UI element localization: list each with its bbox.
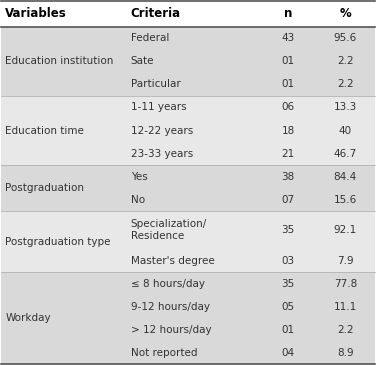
Text: Education time: Education time <box>5 126 84 135</box>
Text: 84.4: 84.4 <box>334 172 357 182</box>
Bar <box>1 272 375 364</box>
Text: 1-11 years: 1-11 years <box>131 103 186 112</box>
Text: 35: 35 <box>282 279 295 289</box>
Text: Criteria: Criteria <box>131 7 181 20</box>
Text: Particular: Particular <box>131 80 180 89</box>
Text: 05: 05 <box>282 302 295 312</box>
Text: 9-12 hours/day: 9-12 hours/day <box>131 302 210 312</box>
Text: 11.1: 11.1 <box>334 302 357 312</box>
Text: 07: 07 <box>282 195 295 205</box>
Text: 92.1: 92.1 <box>334 225 357 235</box>
Text: 12-22 years: 12-22 years <box>131 126 193 135</box>
Text: 43: 43 <box>282 33 295 43</box>
Text: Education institution: Education institution <box>5 57 114 66</box>
Text: 8.9: 8.9 <box>337 348 354 358</box>
Text: Specialization/
Residence: Specialization/ Residence <box>131 219 207 241</box>
Text: 35: 35 <box>282 225 295 235</box>
Text: 21: 21 <box>282 149 295 158</box>
Text: No: No <box>131 195 145 205</box>
Text: 23-33 years: 23-33 years <box>131 149 193 158</box>
Text: %: % <box>340 7 351 20</box>
Text: 40: 40 <box>339 126 352 135</box>
Text: Postgraduation type: Postgraduation type <box>5 237 111 247</box>
Text: 01: 01 <box>282 57 295 66</box>
Text: > 12 hours/day: > 12 hours/day <box>131 325 211 335</box>
Text: 46.7: 46.7 <box>334 149 357 158</box>
Bar <box>1 1 375 27</box>
Text: Workday: Workday <box>5 313 51 323</box>
Text: 06: 06 <box>282 103 295 112</box>
Text: 38: 38 <box>282 172 295 182</box>
Text: 2.2: 2.2 <box>337 80 354 89</box>
Text: 77.8: 77.8 <box>334 279 357 289</box>
Text: Master's degree: Master's degree <box>131 255 214 266</box>
Bar <box>1 27 375 96</box>
Text: 13.3: 13.3 <box>334 103 357 112</box>
Bar <box>1 165 375 211</box>
Text: Variables: Variables <box>5 7 67 20</box>
Text: Federal: Federal <box>131 33 169 43</box>
Text: ≤ 8 hours/day: ≤ 8 hours/day <box>131 279 205 289</box>
Text: 2.2: 2.2 <box>337 325 354 335</box>
Text: 2.2: 2.2 <box>337 57 354 66</box>
Text: 01: 01 <box>282 80 295 89</box>
Text: Yes: Yes <box>131 172 147 182</box>
Text: Not reported: Not reported <box>131 348 197 358</box>
Text: n: n <box>284 7 293 20</box>
Text: Postgraduation: Postgraduation <box>5 183 84 193</box>
Text: 18: 18 <box>282 126 295 135</box>
Text: 01: 01 <box>282 325 295 335</box>
Text: 95.6: 95.6 <box>334 33 357 43</box>
Text: Sate: Sate <box>131 57 154 66</box>
Text: 15.6: 15.6 <box>334 195 357 205</box>
Text: 03: 03 <box>282 255 295 266</box>
Bar <box>1 211 375 272</box>
Bar <box>1 96 375 165</box>
Text: 7.9: 7.9 <box>337 255 354 266</box>
Text: 04: 04 <box>282 348 295 358</box>
